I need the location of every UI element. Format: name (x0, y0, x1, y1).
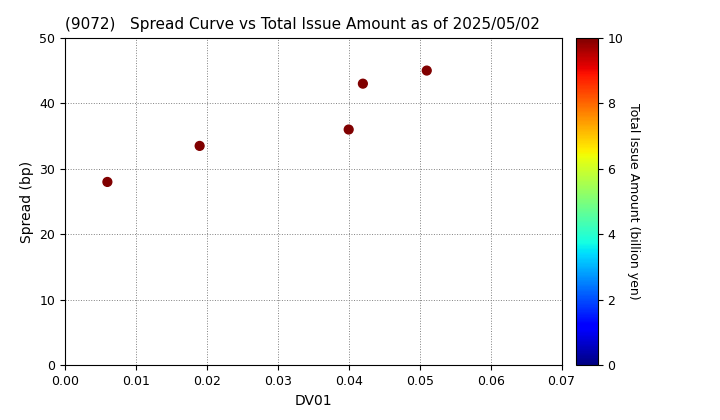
Point (357, 80, 369, 87)
Text: (9072)   Spread Curve vs Total Issue Amount as of 2025/05/02: (9072) Spread Curve vs Total Issue Amoun… (65, 18, 540, 32)
Y-axis label: Total Issue Amount (billion yen): Total Issue Amount (billion yen) (627, 103, 640, 300)
Y-axis label: Spread (bp): Spread (bp) (19, 160, 34, 243)
Point (194, 142, 205, 149)
X-axis label: DV01: DV01 (294, 394, 332, 408)
Point (343, 126, 354, 133)
Point (102, 178, 113, 185)
Point (421, 67, 433, 74)
